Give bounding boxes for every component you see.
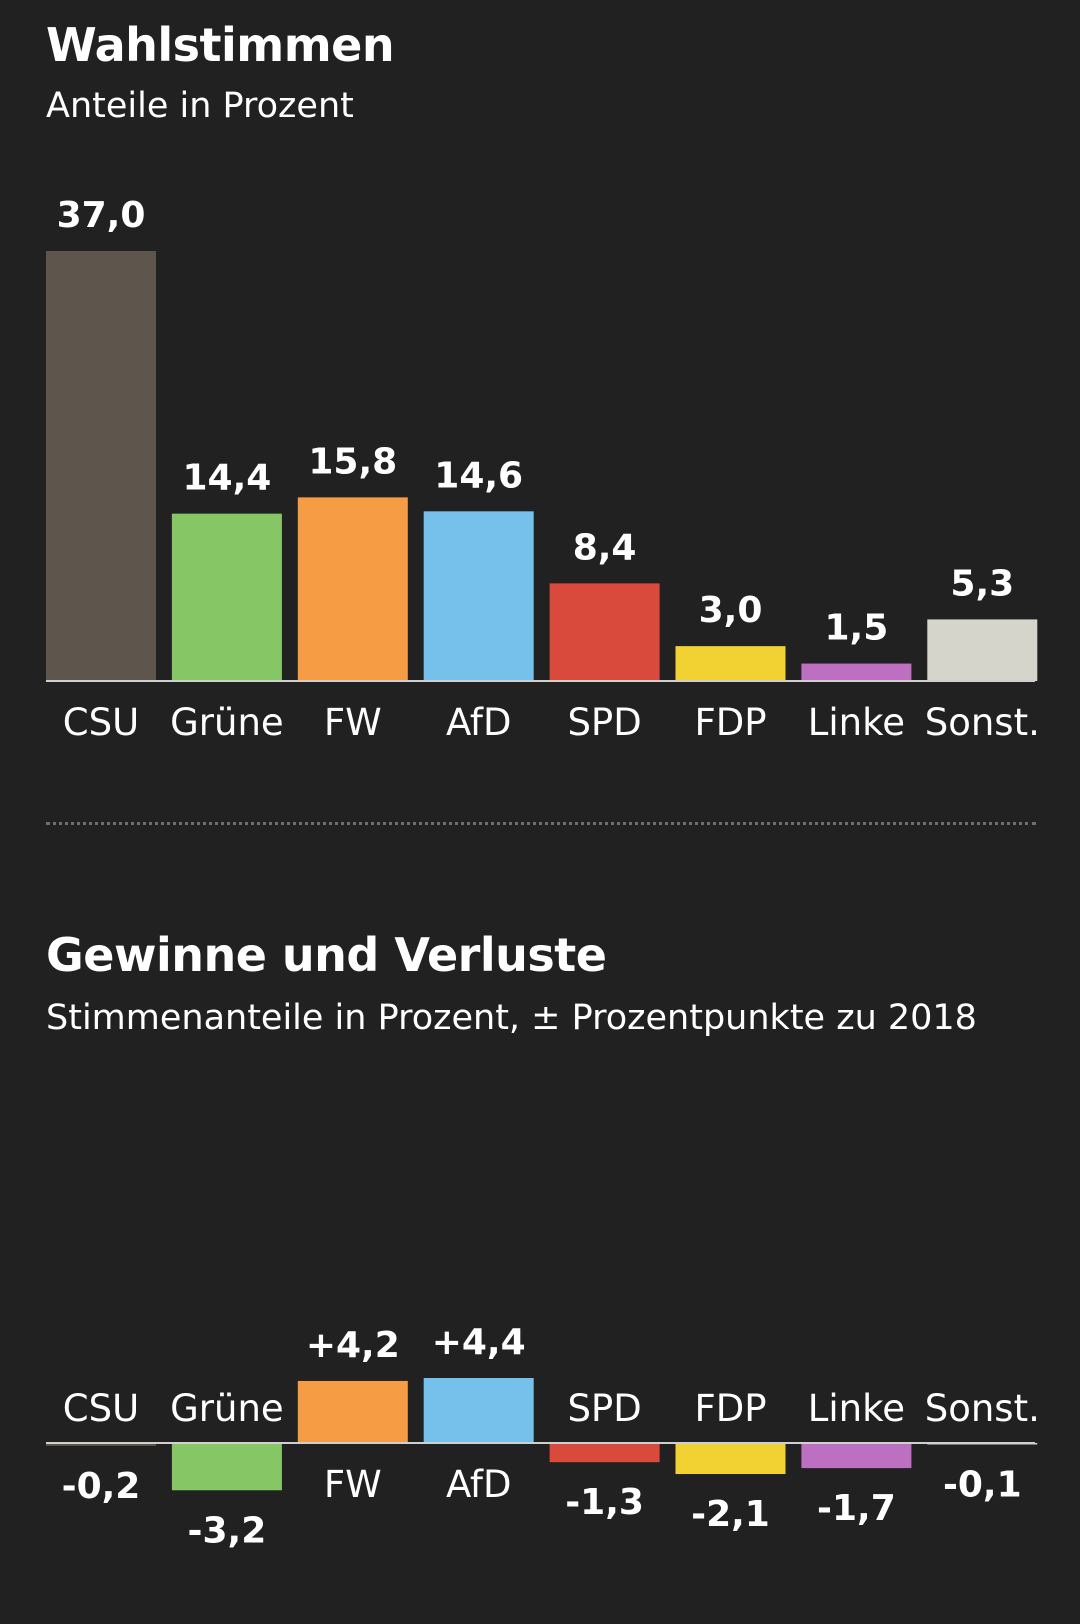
value-label-fdp: 3,0 bbox=[699, 590, 763, 631]
bar-change-gruene bbox=[171, 1443, 282, 1491]
value-label-afd: 14,6 bbox=[434, 455, 523, 496]
change-category-label-csu: CSU bbox=[63, 1387, 139, 1430]
bar-change-linke bbox=[801, 1443, 912, 1469]
bar-gruene bbox=[171, 513, 282, 681]
bar-fw bbox=[297, 497, 408, 681]
value-label-fw: 15,8 bbox=[308, 441, 397, 482]
category-label-fw: FW bbox=[324, 701, 382, 744]
bar-change-fdp bbox=[675, 1443, 786, 1475]
bar-fdp bbox=[675, 646, 786, 681]
bar-change-afd bbox=[423, 1378, 534, 1443]
chart-title-wahlstimmen: Wahlstimmen bbox=[46, 18, 395, 72]
bar-change-csu bbox=[46, 1443, 156, 1446]
chart-subtitle-gewinne-verluste: Stimmenanteile in Prozent, ± Prozentpunk… bbox=[46, 998, 977, 1038]
value-label-spd: 8,4 bbox=[573, 527, 637, 568]
change-category-label-fdp: FDP bbox=[694, 1387, 766, 1430]
category-label-csu: CSU bbox=[63, 701, 139, 744]
value-label-gruene: 14,4 bbox=[182, 458, 271, 499]
change-category-label-gruene: Grüne bbox=[170, 1387, 284, 1430]
chart-title-gewinne-verluste: Gewinne und Verluste bbox=[46, 928, 607, 982]
category-label-spd: SPD bbox=[567, 701, 641, 744]
section-divider bbox=[46, 822, 1036, 825]
bar-spd bbox=[549, 583, 660, 681]
change-label-afd: +4,4 bbox=[432, 1322, 526, 1363]
change-category-label-afd: AfD bbox=[446, 1463, 512, 1506]
change-category-label-fw: FW bbox=[324, 1463, 382, 1506]
change-label-gruene: -3,2 bbox=[188, 1510, 267, 1551]
bar-linke bbox=[801, 663, 912, 681]
bar-csu bbox=[46, 251, 156, 681]
bar-sonst bbox=[927, 619, 1038, 681]
category-label-fdp: FDP bbox=[694, 701, 766, 744]
value-label-csu: 37,0 bbox=[57, 195, 146, 236]
change-category-label-linke: Linke bbox=[808, 1387, 905, 1430]
value-label-sonst: 5,3 bbox=[950, 563, 1014, 604]
bar-change-spd bbox=[549, 1443, 660, 1463]
category-label-linke: Linke bbox=[808, 701, 905, 744]
change-label-sonst: -0,1 bbox=[943, 1464, 1022, 1505]
change-label-csu: -0,2 bbox=[62, 1466, 141, 1507]
chart-subtitle-wahlstimmen: Anteile in Prozent bbox=[46, 86, 354, 126]
change-category-label-sonst: Sonst. bbox=[925, 1387, 1040, 1430]
change-label-spd: -1,3 bbox=[565, 1482, 644, 1523]
change-label-fdp: -2,1 bbox=[691, 1494, 770, 1535]
category-label-sonst: Sonst. bbox=[925, 701, 1040, 744]
change-category-label-spd: SPD bbox=[567, 1387, 641, 1430]
category-label-afd: AfD bbox=[446, 701, 512, 744]
value-label-linke: 1,5 bbox=[825, 608, 889, 649]
category-label-gruene: Grüne bbox=[170, 701, 284, 744]
bar-change-fw bbox=[297, 1380, 408, 1443]
change-label-fw: +4,2 bbox=[306, 1325, 400, 1366]
bar-afd bbox=[423, 511, 534, 681]
change-label-linke: -1,7 bbox=[817, 1488, 896, 1529]
vote-share-bar-chart: 37,0 CSU 14,4 Grüne 15,8 FW 14,6 AfD 8,4 SPD 3,0 FD… bbox=[46, 195, 1040, 744]
